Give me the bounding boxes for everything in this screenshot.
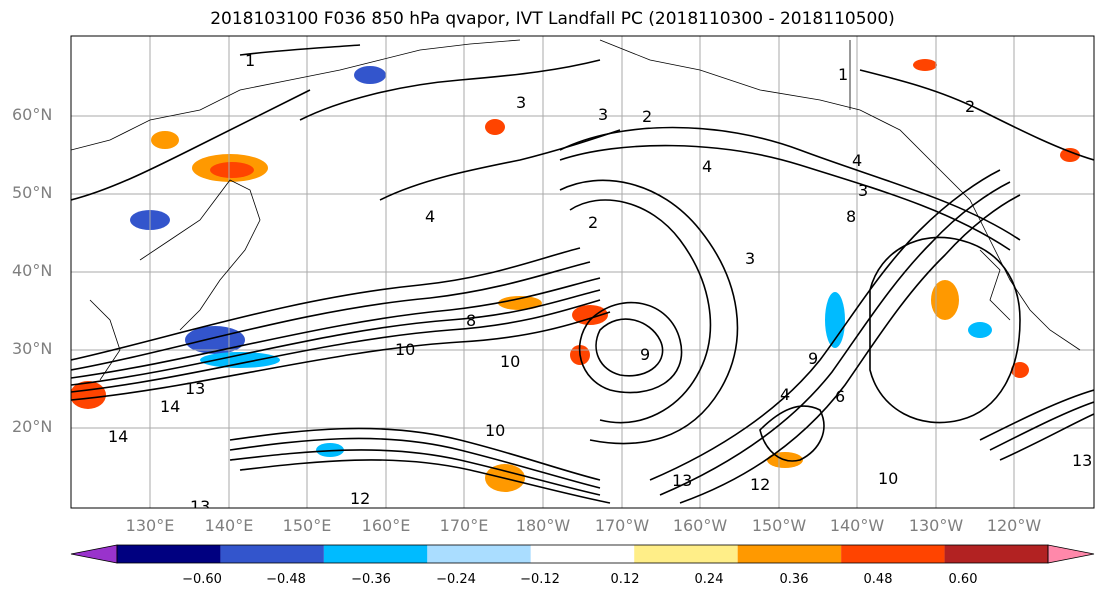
lat-label: 20°N xyxy=(12,417,53,436)
positive-anomaly-blob xyxy=(1060,148,1080,162)
colorbar-tick-label: 0.12 xyxy=(610,572,640,587)
positive-anomaly-blob xyxy=(913,59,937,71)
colorbar-segment xyxy=(634,545,738,563)
positive-anomaly-blob xyxy=(71,381,106,409)
colorbar-tick-label: −0.48 xyxy=(266,572,306,587)
positive-anomaly-blob xyxy=(485,119,505,135)
contour-label: 3 xyxy=(516,93,526,112)
contour-label: 13 xyxy=(190,497,210,516)
contour-label: 3 xyxy=(598,105,608,124)
positive-anomaly-blob xyxy=(498,296,542,310)
lon-label: 120°W xyxy=(986,516,1042,535)
lon-label: 150°E xyxy=(282,516,332,535)
colorbar xyxy=(70,544,1095,564)
positive-anomaly-blob xyxy=(931,280,959,320)
contour-label: 4 xyxy=(852,151,862,170)
negative-anomaly-blob xyxy=(185,326,245,354)
contour-label: 4 xyxy=(425,207,435,226)
contour-label: 4 xyxy=(780,385,790,404)
lat-label: 40°N xyxy=(12,261,53,280)
colorbar-tick-label: 0.36 xyxy=(779,572,809,587)
colorbar-frame xyxy=(116,544,1049,564)
contour-label: 9 xyxy=(808,349,818,368)
contour-label: 10 xyxy=(500,352,520,371)
lon-label: 140°W xyxy=(829,516,885,535)
colorbar-segment xyxy=(427,545,531,563)
positive-anomaly-blob xyxy=(1011,362,1029,378)
lon-label: 130°W xyxy=(908,516,964,535)
colorbar-segment xyxy=(117,545,221,563)
positive-anomaly-blob xyxy=(572,305,608,325)
contour-label: 12 xyxy=(750,475,770,494)
colorbar-tick-label: 0.60 xyxy=(948,572,978,587)
lon-label: 150°W xyxy=(751,516,807,535)
colorbar-segment xyxy=(323,545,428,563)
contour-label: 10 xyxy=(878,469,898,488)
colorbar-tick-label: −0.36 xyxy=(351,572,391,587)
contour-label: 1 xyxy=(838,65,848,84)
colorbar-tick-label: −0.12 xyxy=(520,572,560,587)
colorbar-low-extend-arrow xyxy=(70,544,118,564)
lon-label: 160°W xyxy=(672,516,728,535)
contour-label: 2 xyxy=(965,97,975,116)
contour-label: 14 xyxy=(108,427,128,446)
contour-label: 6 xyxy=(835,387,845,406)
contour-label: 13 xyxy=(185,379,205,398)
coastlines xyxy=(71,39,1081,381)
negative-anomaly-blob xyxy=(200,352,280,368)
colorbar-tick-label: −0.60 xyxy=(182,572,222,587)
contour-label: 2 xyxy=(588,213,598,232)
lon-label: 170°E xyxy=(439,516,489,535)
map-title: 2018103100 F036 850 hPa qvapor, IVT Land… xyxy=(210,9,895,29)
lat-label: 50°N xyxy=(12,183,53,202)
positive-anomaly-blob xyxy=(210,162,254,178)
negative-anomaly-blob xyxy=(825,292,845,348)
lon-label: 170°W xyxy=(594,516,650,535)
contour-label: 4 xyxy=(702,157,712,176)
contour-label: 14 xyxy=(160,397,180,416)
ivt-contours xyxy=(71,44,1094,504)
colorbar-segment xyxy=(944,545,1048,563)
contour-label: 13 xyxy=(672,471,692,490)
colorbar-segment xyxy=(220,545,324,563)
colorbar-tick-label: −0.24 xyxy=(436,572,476,587)
negative-anomaly-blob xyxy=(968,322,992,338)
lat-label: 30°N xyxy=(12,339,53,358)
contour-label: 1 xyxy=(245,51,255,70)
colorbar-segment xyxy=(737,545,842,563)
contour-labels: 1 1 2 3 3 4 4 3 2 8 4 8 9 10 10 13 14 14… xyxy=(108,51,1092,516)
lon-label: 160°E xyxy=(361,516,411,535)
contour-label: 3 xyxy=(745,249,755,268)
map-layers: 1 1 2 3 3 4 4 3 2 8 4 8 9 10 10 13 14 14… xyxy=(71,36,1094,516)
colorbar-tick-label: 0.24 xyxy=(694,572,724,587)
contour-label: 9 xyxy=(640,345,650,364)
lon-label: 140°E xyxy=(204,516,254,535)
contour-label: 8 xyxy=(846,207,856,226)
colorbar-tick-label: 0.48 xyxy=(863,572,893,587)
positive-anomaly-blob xyxy=(151,131,179,149)
graticule xyxy=(71,36,1094,508)
colorbar-high-extend-arrow xyxy=(1047,544,1095,564)
contour-label: 2 xyxy=(642,107,652,126)
lon-label: 180°W xyxy=(515,516,571,535)
contour-label: 12 xyxy=(350,489,370,508)
contour-label: 8 xyxy=(466,311,476,330)
colorbar-segment xyxy=(841,545,945,563)
plot-frame xyxy=(70,35,1095,509)
contour-label: 13 xyxy=(1072,451,1092,470)
lon-label: 130°E xyxy=(125,516,175,535)
negative-anomaly-blob xyxy=(354,66,386,84)
contour-label: 3 xyxy=(858,181,868,200)
colorbar-segment xyxy=(530,545,635,563)
contour-label: 10 xyxy=(395,340,415,359)
qvapor-anomaly-fills xyxy=(71,59,1080,492)
lat-label: 60°N xyxy=(12,105,53,124)
contour-label: 10 xyxy=(485,421,505,440)
